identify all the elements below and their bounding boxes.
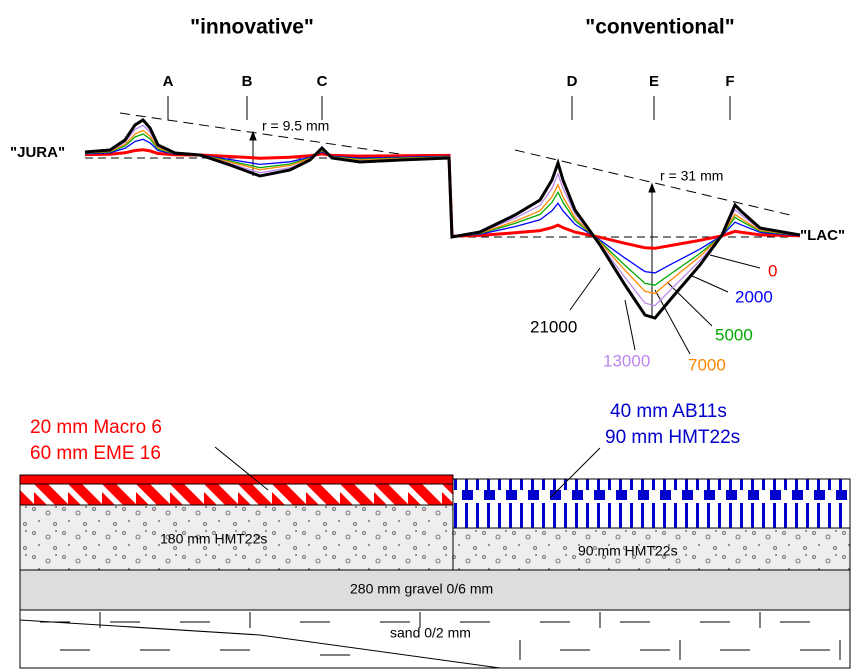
layer xyxy=(20,475,453,484)
cycle-label: 0 xyxy=(768,261,777,280)
layer xyxy=(20,484,453,505)
section-label: C xyxy=(317,73,328,90)
layer-label: 60 mm EME 16 xyxy=(30,443,161,464)
profile xyxy=(85,150,800,249)
layer-label: 90 mm HMT22s xyxy=(605,427,740,448)
cycle-label: 5000 xyxy=(715,325,753,344)
radius: r = 31 mm xyxy=(660,168,723,184)
heading: "conventional" xyxy=(585,16,734,39)
layer-label: 280 mm gravel 0/6 mm xyxy=(350,581,493,597)
section-label: D xyxy=(567,73,578,90)
end-label: "JURA" xyxy=(10,144,65,161)
layer xyxy=(453,479,850,528)
layer-label: 180 mm HMT22s xyxy=(160,531,267,547)
cycle-label: 13000 xyxy=(603,351,650,370)
section-label: B xyxy=(242,73,253,90)
profile xyxy=(85,125,800,305)
layer-label: sand 0/2 mm xyxy=(390,625,471,641)
section-label: E xyxy=(649,73,659,90)
radius: r = 9.5 mm xyxy=(262,118,329,134)
layer-label: 40 mm AB11s xyxy=(610,401,727,422)
end-label: "LAC" xyxy=(800,227,845,244)
cycle-label: 2000 xyxy=(735,287,773,306)
profiles xyxy=(85,120,800,318)
section-label: A xyxy=(163,73,174,90)
profile xyxy=(85,120,800,318)
section-label: F xyxy=(725,73,734,90)
cycle-label: 21000 xyxy=(530,317,577,336)
layer-label: 20 mm Macro 6 xyxy=(30,417,162,438)
guides xyxy=(85,113,790,354)
page: "innovative" "conventional" r = 9.5 mm r… xyxy=(0,0,854,671)
cycle-label: 7000 xyxy=(688,355,726,374)
layer-label: 90 mm HMT22s xyxy=(578,543,678,559)
heading: "innovative" xyxy=(190,16,314,39)
